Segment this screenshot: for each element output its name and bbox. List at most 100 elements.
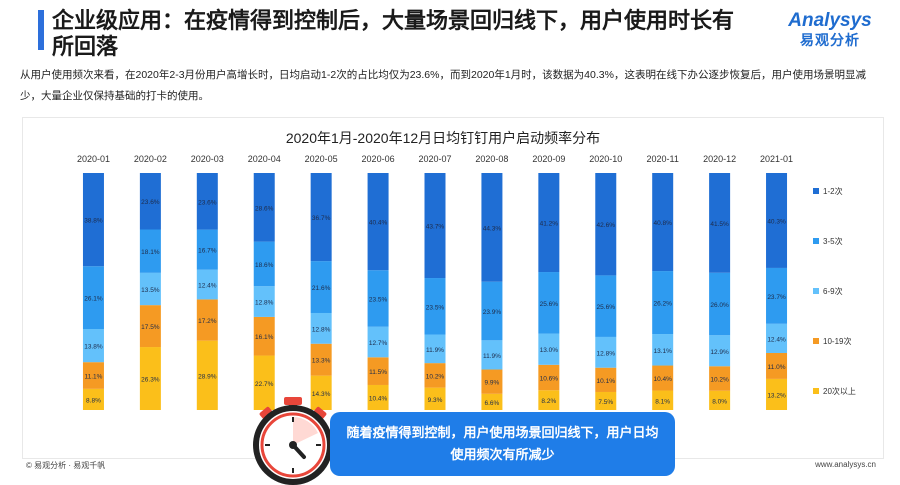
data-label: 12.4%	[198, 283, 217, 290]
category-label: 2020-08	[475, 154, 508, 164]
page-description: 从用户使用频次来看，在2020年2-3月份用户高增长时，日均启动1-2次的占比均…	[20, 65, 880, 107]
data-label: 8.8%	[86, 397, 101, 404]
data-label: 11.9%	[426, 347, 444, 354]
data-label: 7.5%	[598, 399, 613, 406]
data-label: 13.8%	[84, 344, 103, 351]
data-label: 26.3%	[141, 377, 160, 384]
data-label: 41.5%	[710, 221, 729, 228]
legend-swatch	[813, 238, 819, 244]
data-label: 18.6%	[255, 262, 274, 269]
data-label: 10.4%	[653, 376, 672, 383]
data-label: 6.6%	[485, 400, 500, 407]
data-label: 40.3%	[767, 218, 786, 225]
data-label: 44.3%	[483, 225, 502, 232]
data-label: 13.0%	[540, 347, 559, 354]
stacked-bar-chart: 2020年1月-2020年12月日均钉钉用户启动频率分布 2020-01 8.8%…	[23, 118, 881, 456]
callout-text: 随着疫情得到控制，用户使用场景回归线下，用户日均使用频次有所减少	[344, 422, 661, 466]
category-label: 2020-11	[647, 154, 679, 164]
data-label: 8.2%	[541, 398, 556, 405]
data-label: 26.0%	[710, 302, 729, 309]
logo-name: Analysys	[782, 10, 878, 32]
category-label: 2020-07	[418, 154, 451, 164]
data-label: 38.8%	[84, 218, 103, 225]
legend-label: 20次以上	[823, 386, 856, 396]
data-label: 12.4%	[767, 336, 786, 343]
data-label: 12.8%	[255, 300, 274, 307]
data-label: 9.3%	[428, 397, 443, 404]
legend-label: 3-5次	[823, 236, 843, 246]
data-label: 23.9%	[483, 309, 502, 316]
data-label: 12.8%	[312, 326, 331, 333]
stopwatch-icon	[248, 395, 338, 485]
data-label: 28.6%	[255, 205, 274, 212]
data-label: 8.1%	[655, 398, 670, 405]
data-label: 11.1%	[84, 374, 102, 381]
data-label: 36.7%	[312, 215, 331, 222]
data-label: 11.9%	[483, 353, 501, 360]
summary-callout: 随着疫情得到控制，用户使用场景回归线下，用户日均使用频次有所减少	[330, 412, 675, 476]
data-label: 43.7%	[426, 224, 445, 231]
data-label: 22.7%	[255, 381, 274, 388]
data-label: 23.6%	[141, 199, 160, 206]
data-label: 28.9%	[198, 373, 217, 380]
logo-cn: 易观分析	[782, 32, 878, 48]
data-label: 12.7%	[369, 340, 388, 347]
data-label: 12.9%	[710, 349, 729, 356]
brand-logo: Analysys 易观分析	[782, 10, 878, 48]
legend-label: 6-9次	[823, 286, 843, 296]
data-label: 42.6%	[597, 222, 616, 229]
data-label: 8.0%	[712, 398, 727, 405]
data-label: 40.4%	[369, 220, 388, 227]
data-label: 21.6%	[312, 285, 331, 292]
data-label: 23.5%	[426, 304, 445, 311]
category-label: 2020-03	[191, 154, 224, 164]
category-label: 2021-01	[760, 154, 793, 164]
chart-title: 2020年1月-2020年12月日均钉钉用户启动频率分布	[286, 130, 600, 146]
data-label: 26.2%	[653, 301, 672, 308]
category-label: 2020-02	[134, 154, 167, 164]
footer-source: © 易观分析 · 易观千帆	[26, 460, 105, 471]
footer-website: www.analysys.cn	[815, 460, 876, 469]
category-label: 2020-12	[703, 154, 736, 164]
category-label: 2020-10	[589, 154, 622, 164]
data-label: 13.5%	[141, 287, 160, 294]
data-label: 10.1%	[597, 378, 616, 385]
category-label: 2020-04	[248, 154, 281, 164]
data-label: 13.3%	[312, 358, 331, 365]
data-label: 17.2%	[198, 318, 217, 325]
page-title: 企业级应用：在疫情得到控制后，大量场景回归线下，用户使用时长有所回落	[52, 8, 752, 60]
data-label: 18.1%	[141, 249, 160, 256]
chart-panel: 2020年1月-2020年12月日均钉钉用户启动频率分布 2020-01 8.8%…	[22, 117, 884, 459]
category-label: 2020-05	[305, 154, 338, 164]
data-label: 40.8%	[653, 220, 672, 227]
data-label: 10.2%	[426, 373, 445, 380]
data-label: 23.7%	[767, 294, 786, 301]
data-label: 23.5%	[369, 296, 388, 303]
legend-label: 1-2次	[823, 186, 843, 196]
data-label: 25.6%	[540, 301, 559, 308]
data-label: 13.2%	[767, 392, 786, 399]
data-label: 41.2%	[540, 221, 559, 228]
legend-swatch	[813, 188, 819, 194]
data-label: 25.6%	[597, 304, 616, 311]
data-label: 10.2%	[710, 377, 729, 384]
data-label: 16.7%	[198, 248, 217, 255]
data-label: 17.5%	[141, 324, 160, 331]
title-accent-bar	[38, 10, 44, 50]
data-label: 10.4%	[369, 395, 388, 402]
legend-label: 10-19次	[823, 336, 851, 346]
data-label: 26.1%	[84, 296, 103, 303]
legend-swatch	[813, 388, 819, 394]
category-label: 2020-09	[532, 154, 565, 164]
legend-swatch	[813, 338, 819, 344]
data-label: 12.8%	[597, 350, 616, 357]
data-label: 23.6%	[198, 199, 217, 206]
category-label: 2020-06	[362, 154, 395, 164]
category-label: 2020-01	[77, 154, 110, 164]
data-label: 16.1%	[255, 334, 274, 341]
data-label: 9.9%	[485, 380, 500, 387]
data-label: 11.5%	[369, 369, 387, 376]
legend-swatch	[813, 288, 819, 294]
data-label: 13.1%	[653, 348, 672, 355]
data-label: 10.6%	[540, 376, 559, 383]
